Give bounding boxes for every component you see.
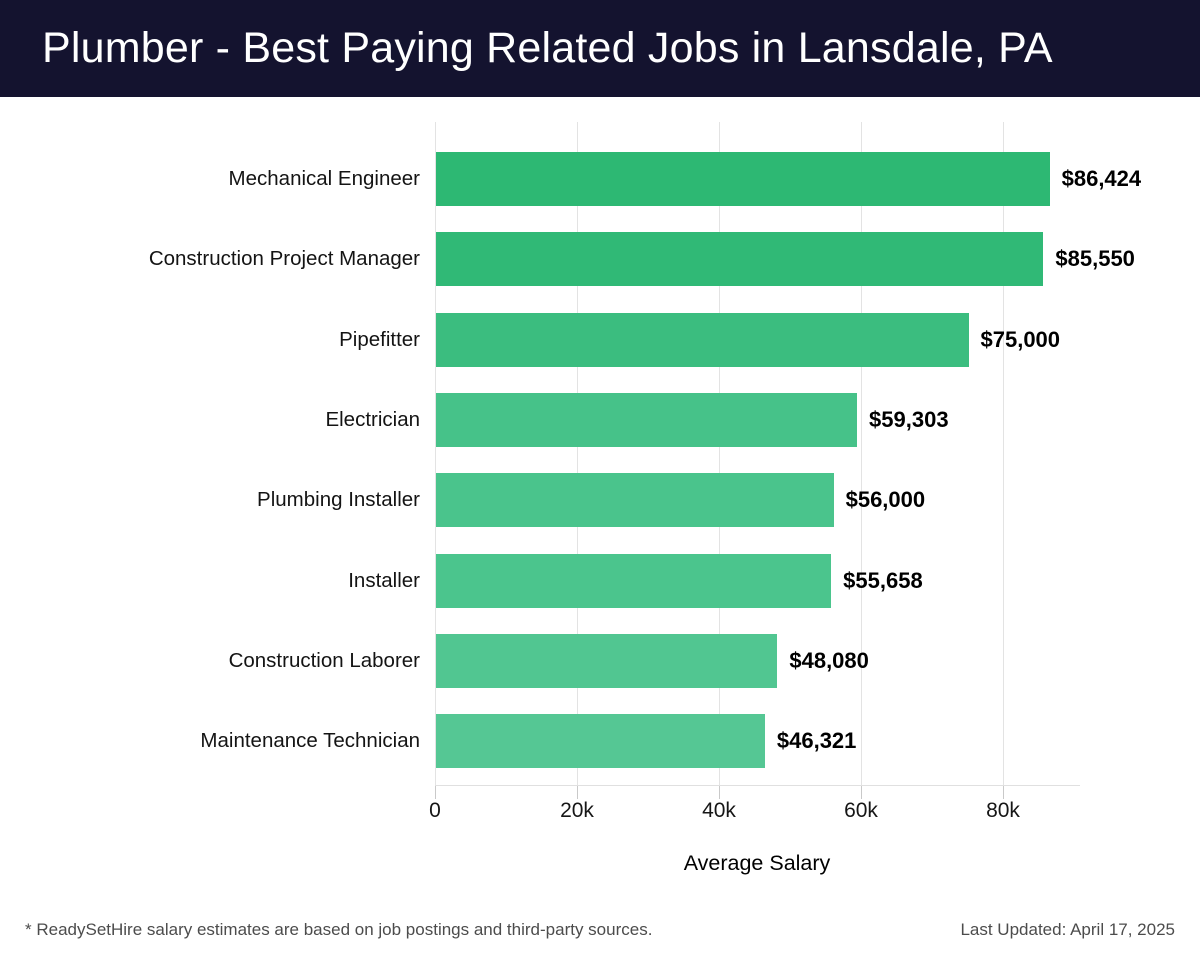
x-axis-tick (861, 785, 862, 799)
x-axis-tick (719, 785, 720, 799)
job-label: Plumbing Installer (257, 488, 420, 512)
salary-value-label: $48,080 (789, 647, 869, 673)
job-label: Construction Project Manager (148, 247, 420, 271)
salary-value-label: $59,303 (869, 406, 949, 432)
salary-value-label: $56,000 (845, 487, 926, 513)
x-axis-tick-label: 80k (986, 799, 1020, 822)
x-axis-tick-label: 20k (560, 799, 594, 822)
salary-value-label: $85,550 (1055, 246, 1135, 272)
salary-bar (436, 553, 832, 608)
salary-bar (436, 232, 1044, 287)
x-axis-tick (435, 785, 436, 799)
x-axis-tick-label: 60k (844, 799, 878, 822)
page-title: Plumber - Best Paying Related Jobs in La… (42, 24, 1053, 72)
job-label: Construction Laborer (228, 648, 420, 672)
x-axis-line (435, 785, 1080, 786)
plot-gridline (1003, 122, 1004, 785)
salary-bar (436, 714, 765, 769)
plot-gridline (861, 122, 862, 785)
salary-bar (436, 473, 834, 528)
x-axis-tick-label: 0 (429, 799, 441, 822)
x-axis-tick (577, 785, 578, 799)
salary-value-label: $86,424 (1061, 166, 1142, 191)
x-axis-tick-label: 40k (702, 799, 736, 822)
salary-value-label: $75,000 (980, 326, 1061, 352)
x-axis-label: Average Salary (683, 851, 831, 875)
header-bar: Plumber - Best Paying Related Jobs in La… (0, 0, 1200, 97)
plot-gridline (577, 122, 578, 785)
plot-gridline (719, 122, 720, 785)
salary-bar (436, 152, 1050, 206)
x-axis-tick (1003, 785, 1004, 799)
job-label: Mechanical Engineer (228, 167, 420, 190)
plot-gridline (435, 122, 436, 785)
last-updated-text: Last Updated: April 17, 2025 (960, 920, 1175, 939)
salary-bar (436, 392, 858, 447)
job-label: Installer (348, 568, 420, 592)
salary-value-label: $55,658 (843, 567, 923, 593)
salary-bar (436, 633, 778, 688)
job-label: Electrician (325, 407, 420, 431)
salary-bar (436, 312, 969, 367)
salary-value-label: $46,321 (776, 728, 857, 754)
footnote: * ReadySetHire salary estimates are base… (25, 920, 653, 939)
job-label: Pipefitter (339, 327, 420, 351)
job-label: Maintenance Technician (200, 729, 420, 753)
